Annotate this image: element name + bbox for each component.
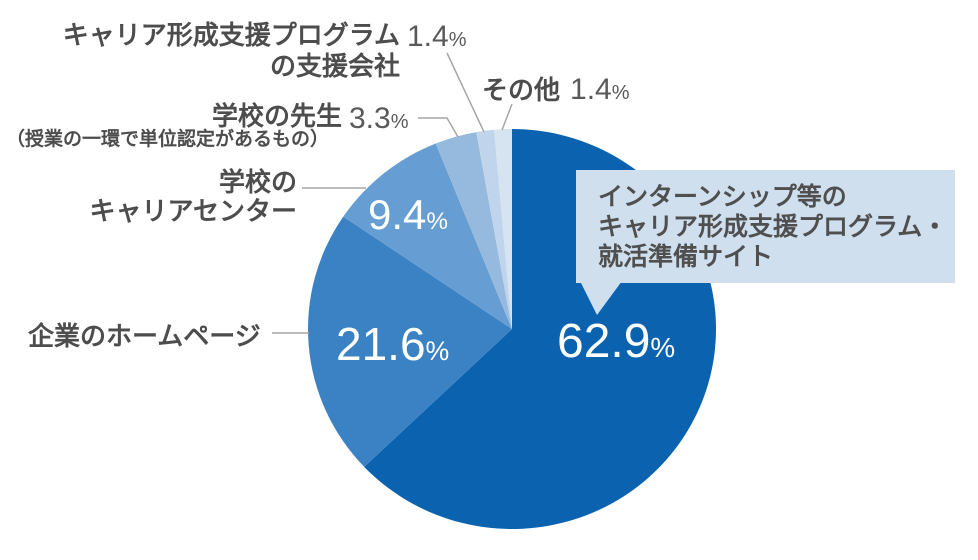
pie-slice-4[interactable] bbox=[476, 129, 512, 329]
label-sonota: その他 1.4% bbox=[482, 74, 630, 109]
label-support-company: キャリア形成支援プログラム の支援会社 bbox=[60, 20, 400, 82]
slice-value-main-number: 62.9 bbox=[557, 315, 651, 368]
pie-slice-2[interactable] bbox=[343, 143, 512, 329]
value-teacher-number: 3.3 bbox=[349, 102, 391, 135]
label-sonota-text: その他 bbox=[482, 75, 561, 105]
slice-value-main-unit: % bbox=[650, 332, 676, 363]
slice-value-career-center-number: 9.4 bbox=[368, 191, 427, 238]
pie-slice-3[interactable] bbox=[435, 132, 512, 329]
slice-value-company-hp-unit: % bbox=[425, 336, 450, 366]
leader-line-sonota bbox=[501, 103, 513, 131]
value-support-company-number: 1.4 bbox=[407, 20, 449, 53]
callout-tail bbox=[580, 281, 622, 315]
value-support-company: 1.4% bbox=[407, 22, 467, 55]
slice-value-career-center: 9.4% bbox=[368, 191, 448, 239]
value-sonota-number: 1.4 bbox=[570, 73, 612, 106]
label-support-company-line2: の支援会社 bbox=[269, 51, 400, 81]
value-teacher-unit: % bbox=[390, 111, 409, 133]
leader-line-support-company bbox=[446, 52, 485, 133]
leader-line-teacher bbox=[418, 117, 459, 138]
slice-value-main: 62.9% bbox=[557, 314, 675, 369]
callout-line3: 就活準備サイト bbox=[598, 243, 774, 271]
callout-box: インターンシップ等の キャリア形成支援プログラム・ 就活準備サイト bbox=[576, 170, 955, 283]
label-career-center: 学校の キャリアセンター bbox=[57, 168, 297, 226]
value-sonota: 1.4% bbox=[570, 74, 630, 109]
slice-value-career-center-unit: % bbox=[426, 208, 449, 235]
label-career-center-line1: 学校の bbox=[218, 167, 297, 197]
pie-slice-1[interactable] bbox=[308, 216, 512, 467]
pie-slice-5[interactable] bbox=[494, 128, 512, 329]
callout-line1: インターンシップ等の bbox=[598, 183, 847, 211]
value-support-company-unit: % bbox=[448, 29, 467, 51]
label-teacher: 学校の先生 bbox=[211, 101, 342, 131]
value-teacher: 3.3% bbox=[349, 104, 409, 137]
label-career-center-line2: キャリアセンター bbox=[89, 196, 297, 226]
label-support-company-line1: キャリア形成支援プログラム bbox=[62, 20, 400, 50]
label-teacher-note: （授業の一環で単位認定があるもの） bbox=[6, 129, 330, 150]
slice-value-company-hp: 21.6% bbox=[336, 317, 449, 371]
callout-line2: キャリア形成支援プログラム・ bbox=[598, 213, 948, 241]
value-sonota-unit: % bbox=[611, 82, 630, 104]
slice-value-company-hp-number: 21.6 bbox=[336, 318, 426, 370]
label-company-hp: 企業のホームページ bbox=[28, 321, 261, 351]
